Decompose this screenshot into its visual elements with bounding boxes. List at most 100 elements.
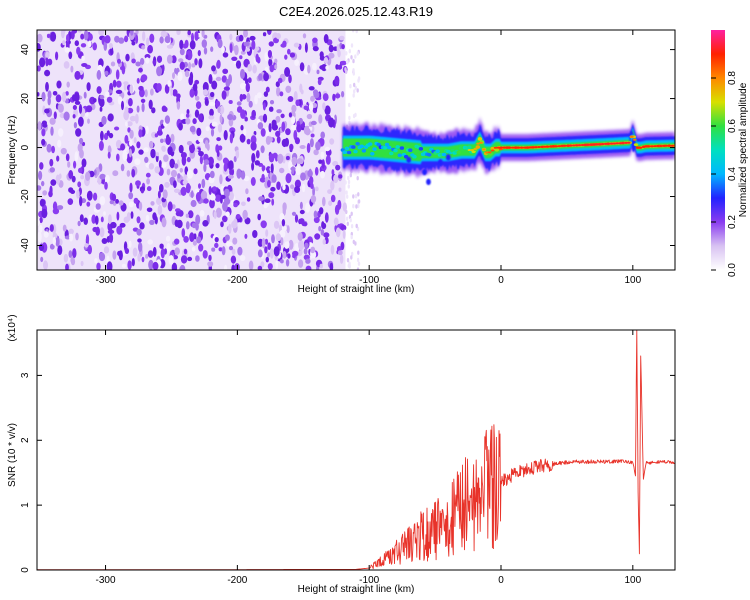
noise-speckle bbox=[168, 255, 174, 265]
noise-speckle bbox=[249, 35, 256, 41]
noise-speckle bbox=[281, 219, 286, 227]
ridge-cell bbox=[346, 150, 352, 155]
noise-speckle bbox=[339, 35, 345, 41]
noise-speckle bbox=[177, 71, 183, 81]
noise-speckle bbox=[208, 186, 212, 195]
noise-speckle bbox=[217, 123, 223, 133]
noise-speckle bbox=[161, 145, 166, 152]
noise-speckle bbox=[216, 137, 221, 142]
noise-speckle bbox=[87, 118, 90, 124]
noise-speckle bbox=[289, 52, 296, 58]
ridge-peak bbox=[656, 145, 660, 147]
noise-speckle bbox=[141, 45, 146, 50]
noise-speckle bbox=[203, 163, 207, 173]
noise-speckle bbox=[223, 86, 230, 91]
noise-speckle bbox=[229, 133, 234, 144]
noise-speckle bbox=[68, 51, 73, 60]
noise-speckle bbox=[43, 231, 49, 238]
noise-speckle bbox=[98, 140, 104, 151]
noise-speckle bbox=[41, 91, 46, 102]
noise-speckle bbox=[159, 243, 164, 249]
noise-speckle bbox=[141, 256, 145, 263]
noise-speckle bbox=[222, 68, 229, 75]
noise-speckle bbox=[279, 91, 284, 97]
noise-speckle bbox=[339, 254, 344, 264]
ridge-fragment bbox=[426, 178, 431, 186]
noise-speckle bbox=[86, 201, 91, 207]
noise-speckle bbox=[58, 173, 62, 179]
noise-speckle bbox=[296, 124, 302, 133]
noise-speckle bbox=[274, 64, 278, 70]
noise-speckle bbox=[198, 138, 204, 143]
noise-speckle bbox=[49, 224, 54, 232]
noise-speckle bbox=[186, 141, 193, 146]
noise-speckle bbox=[288, 239, 294, 250]
noise-speckle bbox=[104, 35, 111, 44]
noise-speckle bbox=[279, 167, 285, 174]
noise-speckle bbox=[128, 240, 132, 248]
ridge-peak bbox=[522, 146, 527, 149]
noise-speckle bbox=[356, 176, 359, 181]
noise-speckle bbox=[179, 264, 186, 270]
colorbar-tick-label: 0.6 bbox=[727, 119, 738, 133]
noise-speckle bbox=[146, 186, 152, 192]
noise-speckle bbox=[85, 171, 91, 181]
noise-speckle bbox=[194, 109, 200, 118]
noise-speckle bbox=[357, 261, 361, 266]
snr-y-tick-label: 2 bbox=[20, 437, 31, 443]
noise-speckle bbox=[107, 116, 112, 121]
noise-speckle bbox=[182, 43, 188, 49]
noise-speckle bbox=[195, 192, 201, 202]
ridge-cell bbox=[441, 152, 447, 157]
noise-speckle bbox=[176, 93, 181, 99]
noise-speckle bbox=[299, 218, 305, 225]
noise-speckle bbox=[37, 231, 42, 242]
noise-speckle bbox=[187, 210, 194, 219]
noise-speckle bbox=[112, 79, 117, 88]
noise-speckle bbox=[183, 248, 188, 255]
noise-speckle bbox=[275, 233, 282, 242]
noise-speckle bbox=[127, 121, 133, 127]
noise-speckle bbox=[282, 184, 286, 191]
noise-speckle bbox=[340, 60, 347, 66]
noise-speckle bbox=[266, 30, 272, 35]
spectrogram-y-label: Frequency (Hz) bbox=[7, 116, 18, 185]
figure-title: C2E4.2026.025.12.43.R19 bbox=[279, 4, 433, 19]
noise-speckle bbox=[67, 161, 71, 168]
noise-speckle bbox=[349, 84, 352, 89]
noise-speckle bbox=[341, 44, 345, 50]
noise-speckle bbox=[290, 125, 296, 131]
noise-speckle bbox=[56, 80, 62, 89]
noise-speckle bbox=[52, 236, 56, 246]
noise-speckle bbox=[156, 130, 163, 136]
noise-speckle bbox=[175, 211, 182, 217]
noise-speckle bbox=[346, 258, 350, 263]
noise-speckle bbox=[211, 247, 216, 252]
noise-speckle bbox=[214, 194, 222, 202]
noise-speckle bbox=[157, 190, 161, 199]
noise-speckle bbox=[121, 263, 127, 268]
snr-x-tick-label: 0 bbox=[498, 575, 504, 586]
ridge-cell bbox=[633, 143, 639, 147]
noise-speckle bbox=[92, 42, 97, 51]
noise-speckle bbox=[167, 80, 171, 87]
noise-speckle bbox=[182, 179, 189, 186]
noise-speckle bbox=[245, 47, 251, 52]
noise-speckle bbox=[223, 130, 228, 141]
ridge-peak bbox=[572, 144, 576, 147]
noise-speckle bbox=[202, 250, 208, 259]
noise-speckle bbox=[189, 232, 195, 243]
noise-speckle bbox=[123, 110, 130, 121]
noise-speckle bbox=[325, 65, 329, 70]
noise-speckle bbox=[319, 263, 323, 269]
ridge-cell bbox=[408, 148, 413, 152]
noise-speckle bbox=[117, 96, 123, 105]
noise-speckle bbox=[83, 217, 88, 225]
noise-speckle bbox=[42, 105, 46, 115]
noise-speckle bbox=[348, 49, 351, 54]
noise-speckle bbox=[80, 43, 87, 48]
noise-speckle bbox=[240, 124, 244, 131]
noise-speckle bbox=[290, 116, 296, 125]
noise-speckle bbox=[346, 194, 349, 199]
noise-speckle bbox=[52, 201, 58, 212]
